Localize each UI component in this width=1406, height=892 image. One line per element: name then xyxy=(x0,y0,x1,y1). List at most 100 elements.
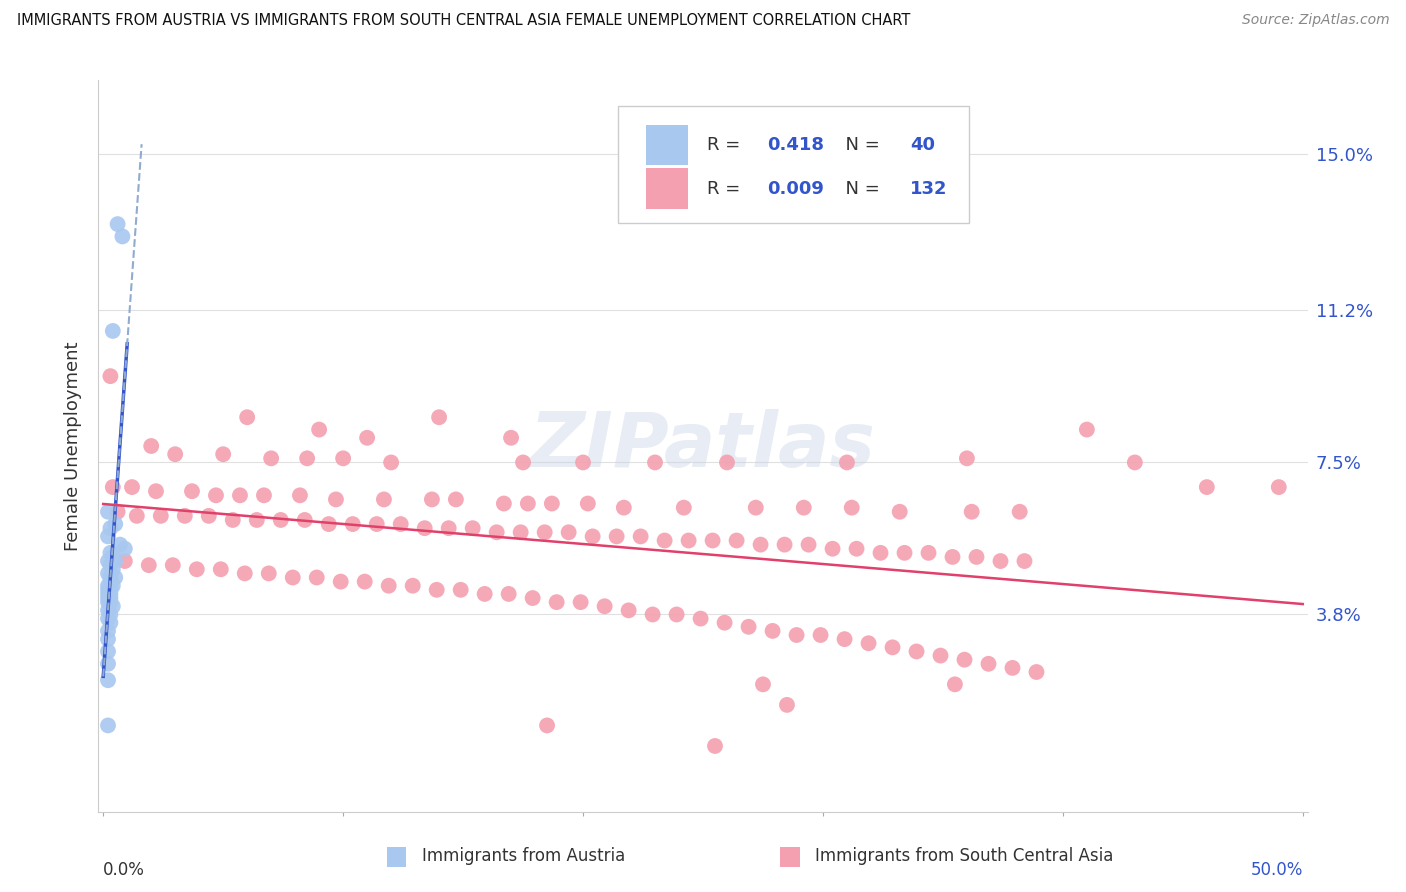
Text: R =: R = xyxy=(707,179,745,197)
Point xyxy=(413,521,436,535)
Point xyxy=(644,455,666,469)
Point xyxy=(100,546,122,560)
Point xyxy=(318,517,340,532)
Point xyxy=(373,492,395,507)
Point xyxy=(990,554,1012,568)
Point xyxy=(101,549,124,564)
Point xyxy=(841,500,863,515)
Point xyxy=(834,632,856,647)
Point xyxy=(229,488,252,502)
Point xyxy=(977,657,1000,671)
Point xyxy=(444,492,467,507)
Point xyxy=(797,538,820,552)
Point xyxy=(101,562,124,576)
FancyBboxPatch shape xyxy=(619,106,969,223)
Point xyxy=(97,718,120,732)
Point xyxy=(821,541,844,556)
Point xyxy=(100,574,122,589)
Point xyxy=(246,513,269,527)
Point xyxy=(181,484,204,499)
Point xyxy=(1076,423,1098,437)
Point xyxy=(917,546,939,560)
Point xyxy=(100,591,122,605)
Point xyxy=(288,488,311,502)
Point xyxy=(499,431,522,445)
Point xyxy=(97,611,120,625)
Point xyxy=(97,644,120,658)
Point xyxy=(353,574,375,589)
Point xyxy=(236,410,259,425)
Point xyxy=(212,447,235,461)
Point xyxy=(305,570,328,584)
Point xyxy=(97,566,120,581)
Point xyxy=(389,517,412,532)
Point xyxy=(100,615,122,630)
Point xyxy=(260,451,283,466)
Point xyxy=(641,607,664,622)
Point xyxy=(1195,480,1218,494)
Point xyxy=(793,500,815,515)
Point xyxy=(205,488,228,502)
Point xyxy=(713,615,735,630)
Point xyxy=(104,517,127,532)
Point xyxy=(773,538,796,552)
Point xyxy=(966,549,988,564)
Point xyxy=(953,653,976,667)
Point xyxy=(149,508,172,523)
Point xyxy=(725,533,748,548)
Point xyxy=(125,508,148,523)
Point xyxy=(541,496,564,510)
Point xyxy=(107,505,129,519)
Point xyxy=(222,513,245,527)
Point xyxy=(427,410,450,425)
Point xyxy=(943,677,966,691)
Point xyxy=(941,549,963,564)
Text: Source: ZipAtlas.com: Source: ZipAtlas.com xyxy=(1241,13,1389,28)
Point xyxy=(209,562,232,576)
Point xyxy=(613,500,636,515)
Point xyxy=(1014,554,1036,568)
Point xyxy=(716,455,738,469)
Text: Immigrants from South Central Asia: Immigrants from South Central Asia xyxy=(815,847,1114,865)
Point xyxy=(810,628,832,642)
Text: N =: N = xyxy=(834,179,886,197)
Point xyxy=(173,508,195,523)
Text: N =: N = xyxy=(834,136,886,153)
Point xyxy=(960,505,983,519)
Point xyxy=(485,525,508,540)
Point xyxy=(461,521,484,535)
Text: 0.418: 0.418 xyxy=(768,136,824,153)
Point xyxy=(617,603,640,617)
Point xyxy=(342,517,364,532)
Point xyxy=(835,455,858,469)
Point xyxy=(257,566,280,581)
Point xyxy=(97,591,120,605)
Text: Immigrants from Austria: Immigrants from Austria xyxy=(422,847,626,865)
Point xyxy=(420,492,443,507)
Point xyxy=(111,229,134,244)
Point xyxy=(569,595,592,609)
Point xyxy=(101,599,124,614)
Point xyxy=(956,451,979,466)
Point xyxy=(281,570,304,584)
Point xyxy=(114,554,136,568)
Point xyxy=(665,607,688,622)
Point xyxy=(1123,455,1146,469)
Point xyxy=(576,496,599,510)
Text: 0.009: 0.009 xyxy=(768,179,824,197)
Point xyxy=(593,599,616,614)
Point xyxy=(889,505,911,519)
Point xyxy=(97,632,120,647)
Point xyxy=(308,423,330,437)
Point xyxy=(97,657,120,671)
Point xyxy=(402,579,425,593)
Point xyxy=(512,455,534,469)
Point xyxy=(893,546,915,560)
Point xyxy=(325,492,347,507)
Point xyxy=(100,582,122,597)
Point xyxy=(101,579,124,593)
Point xyxy=(197,508,219,523)
Point xyxy=(536,718,558,732)
Point xyxy=(107,217,129,231)
Point xyxy=(761,624,783,638)
